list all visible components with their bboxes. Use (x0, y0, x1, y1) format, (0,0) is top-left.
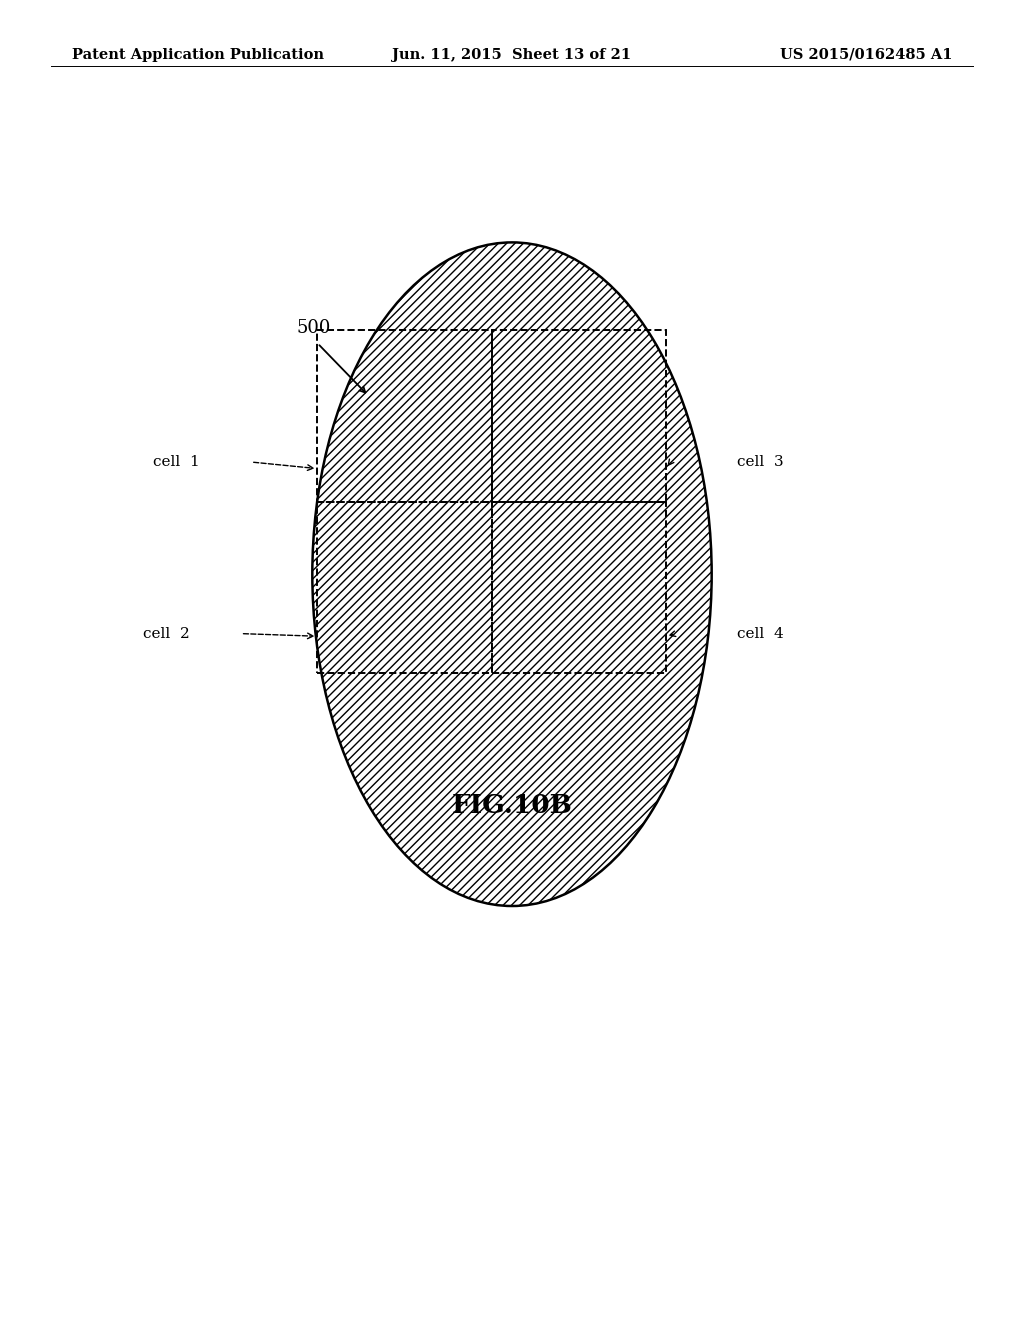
Text: US 2015/0162485 A1: US 2015/0162485 A1 (780, 48, 952, 62)
Text: Jun. 11, 2015  Sheet 13 of 21: Jun. 11, 2015 Sheet 13 of 21 (392, 48, 632, 62)
Text: FIG.10B: FIG.10B (452, 793, 572, 817)
Bar (317, 502, 492, 673)
Text: cell  1: cell 1 (153, 455, 200, 469)
Text: cell  2: cell 2 (142, 627, 189, 640)
Bar (492, 330, 666, 502)
Bar (492, 502, 666, 673)
Bar (317, 330, 492, 502)
Text: Patent Application Publication: Patent Application Publication (72, 48, 324, 62)
Text: cell  4: cell 4 (737, 627, 784, 640)
Text: 500: 500 (297, 318, 332, 337)
Ellipse shape (312, 243, 712, 906)
Text: cell  3: cell 3 (737, 455, 784, 469)
